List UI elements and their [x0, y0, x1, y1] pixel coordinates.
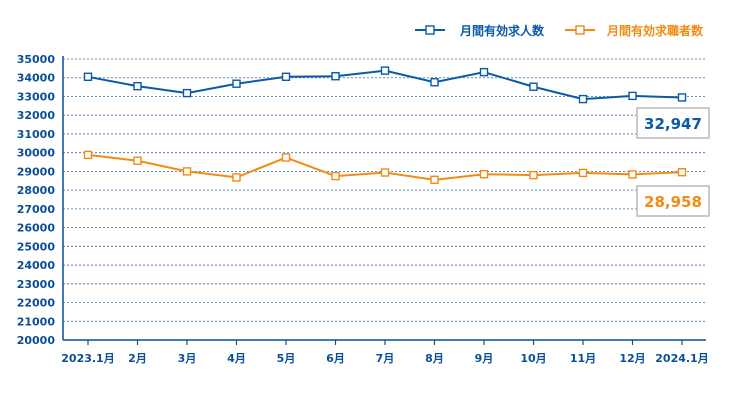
x-tick-label: 2024.1月: [655, 352, 708, 365]
series-1-point: [677, 93, 687, 102]
y-tick-label: 23000: [17, 278, 56, 291]
series-1-point: [182, 88, 192, 98]
value-callout-box-2: [636, 185, 710, 217]
x-tick-label: 9月: [475, 352, 494, 365]
series-2-point: [232, 173, 241, 182]
series-1-point: [578, 94, 588, 104]
y-tick-label: 31000: [17, 128, 56, 141]
x-tick-label: 11月: [570, 352, 596, 365]
x-tick-label: 2023.1月: [61, 352, 114, 365]
y-tick-label: 25000: [17, 240, 56, 253]
y-tick-label: 24000: [17, 259, 56, 272]
x-tick-label: 5月: [277, 352, 296, 365]
x-tick-label: 7月: [376, 352, 395, 365]
legend-marker-1: [425, 25, 435, 35]
series-2-point: [182, 167, 192, 176]
x-tick-label: 3月: [178, 352, 197, 365]
y-tick-label: 20000: [17, 334, 56, 347]
x-tick-label: 12月: [619, 352, 645, 365]
series-2-point: [430, 175, 439, 185]
y-tick-label: 28000: [17, 184, 56, 197]
value-callout-box-1: [636, 107, 710, 139]
series-1-point: [232, 79, 241, 88]
series-2-point: [479, 170, 489, 179]
legend-label-1: 月間有効求人数: [459, 23, 545, 38]
value-callout-1: 32,947: [644, 115, 702, 133]
y-tick-label: 22000: [17, 297, 56, 310]
series-2-point: [83, 150, 93, 160]
value-callout-2: 28,958: [644, 193, 702, 211]
series-1-point: [83, 72, 93, 81]
x-tick-label: 8月: [425, 352, 444, 365]
series-1-point: [380, 66, 390, 75]
series-2-point: [677, 167, 687, 177]
series-1-point: [628, 91, 637, 101]
series-2-point: [578, 168, 588, 178]
x-tick-label: 6月: [326, 352, 345, 365]
y-tick-label: 33000: [17, 90, 56, 103]
y-tick-label: 26000: [17, 222, 56, 235]
series-1-point: [430, 78, 439, 87]
x-tick-label: 10月: [520, 352, 546, 365]
x-tick-label: 4月: [227, 352, 246, 365]
y-tick-label: 35000: [17, 53, 56, 66]
x-tick-label: 2月: [128, 352, 147, 365]
series-2-point: [331, 171, 340, 181]
series-1-point: [133, 81, 142, 91]
series-2-point: [133, 156, 142, 165]
y-tick-label: 34000: [17, 72, 56, 85]
legend-marker-2: [575, 25, 585, 35]
y-tick-label: 27000: [17, 203, 56, 216]
series-2-point: [529, 170, 538, 180]
y-tick-label: 21000: [17, 315, 56, 328]
legend-label-2: 月間有効求職者数: [606, 23, 704, 38]
series-1-point: [331, 72, 340, 81]
series-1-point: [529, 82, 538, 91]
series-2-point: [380, 168, 390, 177]
y-tick-label: 30000: [17, 147, 56, 160]
y-tick-label: 32000: [17, 109, 56, 122]
series-2-point: [281, 153, 291, 162]
series-1-point: [281, 72, 291, 81]
series-2-point: [628, 170, 637, 179]
y-tick-label: 29000: [17, 165, 56, 178]
series-line-1: [87, 69, 683, 101]
series-1-point: [479, 67, 489, 77]
